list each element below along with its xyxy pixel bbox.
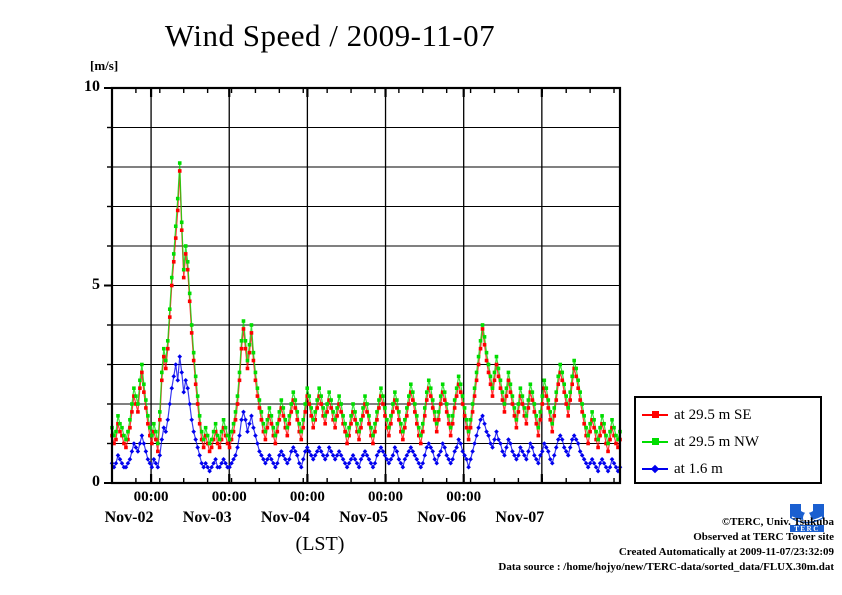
footer-observed-text: Observed at TERC Tower site	[693, 531, 834, 543]
page-title: Wind Speed / 2009-11-07	[164, 18, 496, 53]
x-time-label: 00:00	[368, 489, 404, 505]
legend-marker-diamond-blue	[642, 463, 668, 475]
svg-text:TERC: TERC	[794, 525, 820, 533]
footer-created: Created Automatically at 2009-11-07/23:3…	[619, 546, 834, 558]
x-time-label: 00:00	[446, 489, 482, 505]
x-date-label: Nov-03	[182, 509, 232, 526]
footer-observed: Observed at TERC Tower site	[693, 531, 834, 543]
x-date-label: Nov-07	[495, 509, 545, 526]
legend-item-se: at 29.5 m SE	[642, 404, 752, 426]
chart-legend: at 29.5 m SE at 29.5 m NW at 1.6 m	[634, 396, 822, 484]
y-tick-label: 5	[92, 275, 100, 293]
footer-copyright: ©TERC, Univ. Tsukuba	[722, 516, 834, 528]
y-axis-unit-label: [m/s]	[90, 58, 119, 73]
x-time-label: 00:00	[211, 489, 247, 505]
legend-item-low: at 1.6 m	[642, 458, 723, 480]
footer-datasource-text: Data source : /home/hojyo/new/TERC-data/…	[498, 561, 834, 573]
y-tick-label: 0	[92, 473, 100, 490]
footer-datasource: Data source : /home/hojyo/new/TERC-data/…	[498, 561, 834, 573]
x-time-label: 00:00	[133, 489, 169, 505]
x-date-label: Nov-05	[339, 509, 388, 526]
terc-logo: TERC	[789, 503, 825, 533]
legend-marker-square-green	[642, 436, 668, 448]
x-date-label: Nov-06	[417, 509, 467, 526]
x-date-label: Nov-02	[104, 509, 154, 526]
x-time-label: 00:00	[289, 489, 325, 505]
legend-label-low: at 1.6 m	[674, 460, 723, 477]
legend-item-nw: at 29.5 m NW	[642, 431, 759, 453]
y-tick-label: 10	[84, 78, 100, 95]
x-date-label: Nov-04	[260, 509, 310, 526]
footer-copyright-text: ©TERC, Univ. Tsukuba	[721, 516, 834, 528]
legend-marker-square-red	[642, 409, 668, 421]
legend-label-se: at 29.5 m SE	[674, 406, 752, 423]
legend-label-nw: at 29.5 m NW	[674, 433, 759, 450]
x-axis-title: (LST)	[295, 533, 345, 555]
footer-created-text: Created Automatically at 2009-11-07/23:3…	[618, 546, 834, 558]
